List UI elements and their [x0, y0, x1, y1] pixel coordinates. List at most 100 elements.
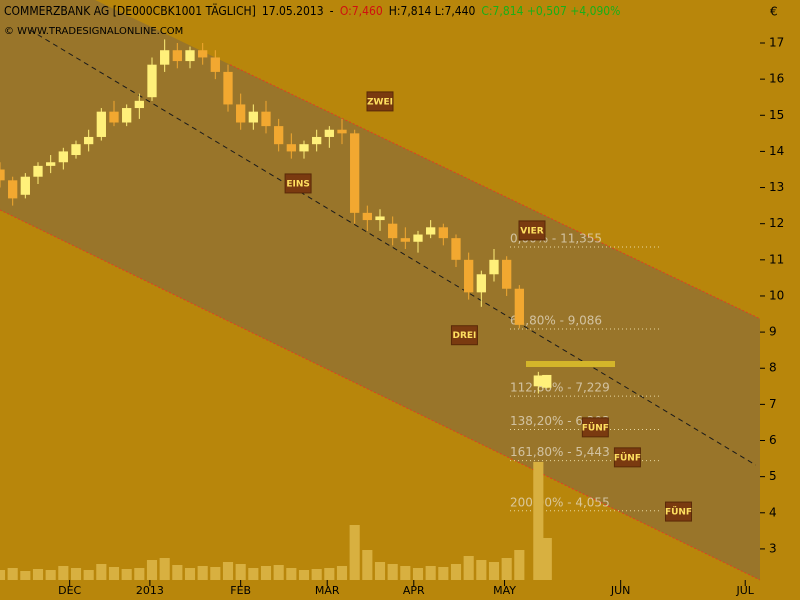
y-tick-label: 7: [769, 397, 777, 411]
volume-bar: [235, 564, 246, 580]
candle-body: [299, 144, 309, 152]
x-tick-label: DEC: [58, 584, 81, 597]
volume-bar: [501, 558, 512, 580]
candle-body: [96, 111, 106, 137]
y-tick-label: 11: [769, 252, 784, 266]
candle-body: [210, 57, 220, 72]
candle-body: [413, 234, 423, 242]
candle-body: [223, 71, 233, 105]
candle-body: [185, 50, 195, 62]
header-part: COMMERZBANK AG [DE000CBK1001 TÄGLICH]: [4, 3, 256, 18]
x-tick-label: APR: [403, 584, 425, 597]
volume-bar: [146, 560, 158, 580]
candle-body: [172, 50, 182, 62]
volume-bar: [260, 566, 272, 580]
candle-body: [350, 133, 360, 213]
y-tick-label: 8: [769, 361, 777, 375]
candle-body: [58, 151, 68, 163]
candle-body: [400, 238, 410, 242]
candle-body: [46, 162, 56, 166]
candle-body: [533, 375, 543, 387]
annotation-label: FÜNF: [582, 422, 609, 433]
fib-label: 112,80% - 7,229: [510, 381, 610, 395]
candle-body: [362, 212, 372, 221]
annotation-label: EINS: [286, 179, 310, 189]
candle-body: [438, 227, 448, 239]
candle-body: [20, 176, 30, 195]
volume-bar: [463, 556, 474, 580]
annotation-label: VIER: [520, 226, 543, 236]
candle-body: [248, 111, 258, 123]
volume-bar: [533, 462, 544, 580]
volume-bar: [70, 568, 82, 580]
volume-bar: [45, 570, 56, 580]
volume-bar: [210, 567, 221, 580]
y-tick-label: 4: [769, 505, 777, 519]
fib-label: 161,80% - 5,443: [510, 445, 610, 459]
candle-body: [489, 259, 499, 275]
annotation-label: FÜNF: [665, 507, 692, 518]
y-tick-label: 14: [769, 144, 784, 158]
volume-bar: [541, 538, 552, 580]
header-part: -: [330, 4, 334, 18]
fib-label: 200,00% - 4,055: [510, 495, 610, 509]
volume-bar: [349, 525, 360, 580]
annotation-box: [665, 501, 693, 522]
volume-bar: [450, 564, 462, 580]
volume-bar: [20, 571, 31, 580]
candle-body: [8, 180, 18, 199]
y-tick-label: 12: [769, 216, 784, 230]
volume-bar: [273, 565, 284, 580]
header-part: H:7,814 L:7,440: [389, 4, 476, 18]
volume-bar: [172, 565, 183, 580]
y-tick-label: 3: [769, 541, 777, 555]
x-tick-label: JUN: [610, 584, 631, 597]
candle-body: [236, 104, 246, 123]
candle-body: [160, 50, 170, 65]
volume-bar: [374, 562, 386, 580]
volume-bar: [438, 567, 449, 580]
header-part: O:7,460: [340, 4, 383, 18]
volume-bar: [336, 566, 348, 580]
annotation-box: [366, 91, 394, 112]
volume-bar: [324, 568, 335, 580]
header-part: 17.05.2013: [262, 4, 324, 18]
volume-bar: [222, 562, 234, 580]
x-tick-label: JUL: [736, 584, 755, 597]
candle-body: [122, 108, 132, 123]
x-tick-label: MAY: [493, 584, 516, 597]
x-tick-label: FEB: [230, 584, 251, 597]
candle-body: [451, 238, 461, 260]
annotation-label: DREI: [452, 331, 476, 341]
channel-upper: [229, 64, 761, 320]
volume-bar: [197, 566, 208, 580]
candle-body: [261, 111, 271, 127]
y-tick-label: 6: [769, 433, 777, 447]
volume-bar: [32, 569, 44, 580]
candle-body: [324, 129, 334, 137]
volume-bar: [184, 568, 196, 580]
fib-label: 61,80% - 9,086: [510, 313, 602, 327]
copyright: © WWW.TRADESIGNALONLINE.COM: [4, 26, 183, 37]
candle-body: [375, 216, 385, 221]
candle-body: [198, 50, 208, 58]
volume-bar: [514, 550, 525, 580]
candle-body: [274, 126, 284, 145]
y-unit: €: [770, 5, 778, 19]
volume-bar: [0, 570, 6, 580]
y-tick-label: 5: [769, 469, 777, 483]
y-tick-label: 13: [769, 180, 784, 194]
y-tick-label: 15: [769, 108, 784, 122]
volume-bar: [96, 564, 107, 580]
volume-bar: [121, 569, 132, 580]
volume-bar: [412, 568, 424, 580]
y-tick-label: 10: [769, 288, 784, 302]
volume-bar: [298, 570, 310, 580]
annotation-box: [518, 220, 546, 241]
candle-body: [476, 274, 486, 293]
volume-bar: [134, 568, 145, 580]
volume-bar: [311, 569, 322, 580]
